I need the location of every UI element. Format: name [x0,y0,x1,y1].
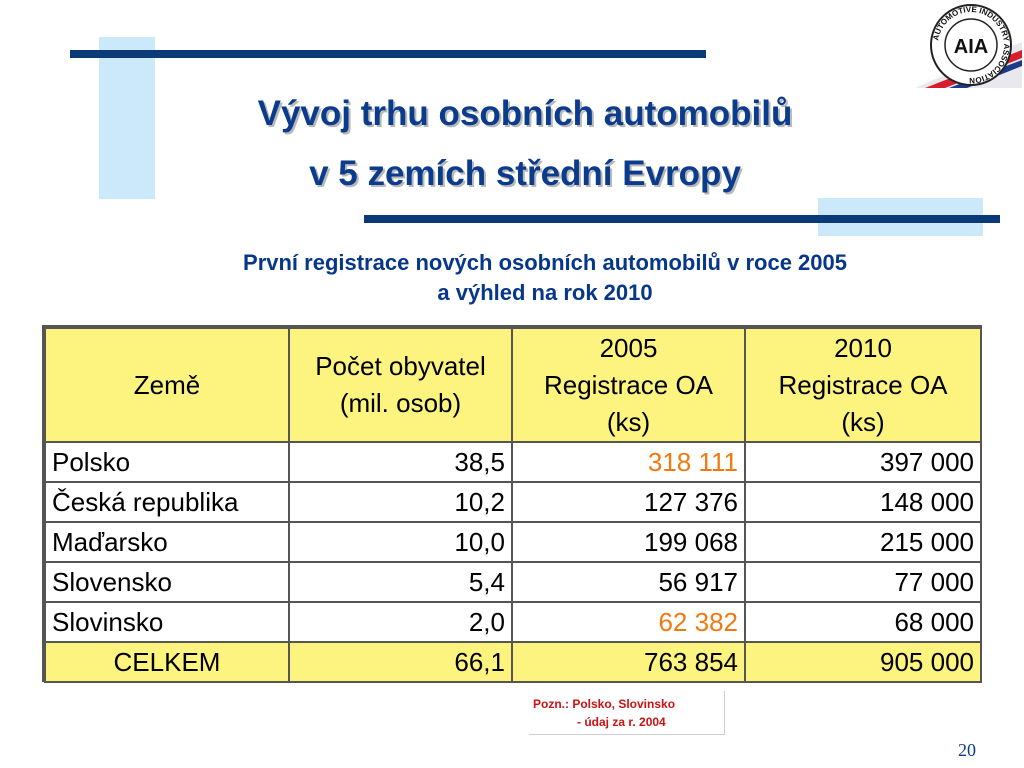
table-row: Slovensko 5,4 56 917 77 000 [44,561,982,603]
header-reg2005-label: Registrace OA [543,369,714,400]
table-row: Maďarsko 10,0 199 068 215 000 [44,521,982,563]
slide-title-line1: Vývoj trhu osobních automobilů [257,94,793,133]
cell-reg2010: 68 000 [744,601,982,643]
header-reg2005: 2005 Registrace OA (ks) [511,327,746,443]
header-population-line2: (mil. osob) [339,388,462,418]
cell-total-reg2010: 905 000 [744,641,982,683]
logo-text: AIA [954,36,988,58]
registration-table: Země Počet obyvatel (mil. osob) 2005 Reg… [42,325,982,683]
table-caption-line1: První registrace nových osobních automob… [243,250,847,275]
decor-line-top [70,50,706,58]
cell-population: 38,5 [288,441,513,483]
header-reg2010-unit: (ks) [841,406,885,437]
table-row: Polsko 38,5 318 111 397 000 [44,441,982,483]
table-header-row: Země Počet obyvatel (mil. osob) 2005 Reg… [44,327,982,443]
table-caption-line2: a výhled na rok 2010 [437,280,653,305]
header-country: Země [44,327,290,443]
page-number: 20 [958,740,976,760]
header-reg2010-label: Registrace OA [778,369,948,400]
cell-reg2005: 199 068 [511,521,746,563]
footnote-line2: - údaj za r. 2004 [577,715,666,729]
cell-country: Slovinsko [44,601,290,643]
header-population-line1: Počet obyvatel [315,351,486,381]
header-reg2005-year: 2005 [599,332,658,363]
footnote: Pozn.: Polsko, Slovinsko - údaj za r. 20… [529,691,725,735]
header-population: Počet obyvatel (mil. osob) [288,327,513,443]
cell-reg2010: 397 000 [744,441,982,483]
header-country-label: Země [133,369,201,400]
decor-line-bottom [364,215,1000,223]
cell-reg2005: 127 376 [511,481,746,523]
cell-population: 2,0 [288,601,513,643]
footnote-line1: Pozn.: Polsko, Slovinsko [533,697,676,711]
cell-country: Slovensko [44,561,290,603]
cell-reg2005: 62 382 [511,601,746,643]
cell-total-population: 66,1 [288,641,513,683]
table-row: Slovinsko 2,0 62 382 68 000 [44,601,982,643]
slide-title-line2: v 5 zemích střední Evropy [309,154,741,193]
header-reg2010: 2010 Registrace OA (ks) [744,327,982,443]
cell-population: 10,2 [288,481,513,523]
table-caption: První registrace nových osobních automob… [150,248,940,308]
header-reg2010-year: 2010 [834,332,892,363]
aia-logo: AUTOMOTIVE INDUSTRY ASSOCIATION AIA [915,2,1022,88]
cell-country: Česká republika [44,481,290,523]
cell-total-label: CELKEM [44,641,290,683]
decor-square-left [99,37,155,199]
cell-population: 5,4 [288,561,513,603]
aia-logo-icon: AUTOMOTIVE INDUSTRY ASSOCIATION AIA [915,4,1022,88]
cell-country: Maďarsko [44,521,290,563]
cell-reg2005: 56 917 [511,561,746,603]
cell-reg2010: 77 000 [744,561,982,603]
cell-reg2005: 318 111 [511,441,746,483]
table-row: Česká republika 10,2 127 376 148 000 [44,481,982,523]
cell-reg2010: 148 000 [744,481,982,523]
cell-country: Polsko [44,441,290,483]
cell-reg2010: 215 000 [744,521,982,563]
cell-total-reg2005: 763 854 [511,641,746,683]
table-total-row: CELKEM 66,1 763 854 905 000 [44,641,982,683]
slide-title: Vývoj trhu osobních automobilů v 5 zemíc… [150,84,900,204]
cell-population: 10,0 [288,521,513,563]
header-reg2005-unit: (ks) [606,406,651,437]
